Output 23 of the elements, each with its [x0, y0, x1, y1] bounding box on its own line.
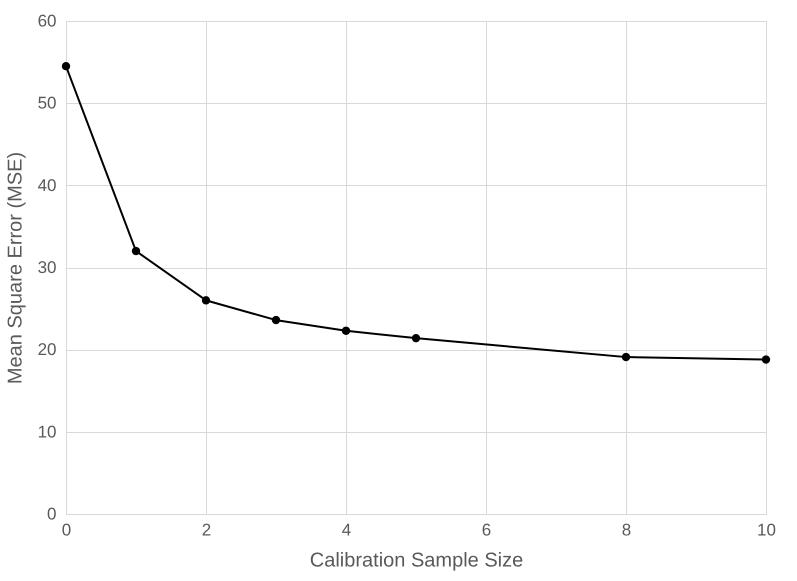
- x-tick-label: 8: [622, 520, 632, 540]
- x-tick-label: 4: [342, 520, 352, 540]
- y-tick-label: 20: [38, 340, 56, 360]
- y-tick-label: 10: [38, 422, 56, 442]
- point: [62, 62, 70, 70]
- x-axis-title: Calibration Sample Size: [310, 550, 524, 572]
- x-tick-label: 0: [62, 520, 72, 540]
- x-tick-label: 2: [202, 520, 212, 540]
- y-tick-label: 50: [38, 94, 56, 113]
- y-tick-label: 30: [38, 258, 56, 277]
- x-tick-label: 10: [757, 520, 776, 540]
- y-tick-label: 0: [47, 504, 56, 524]
- point: [412, 334, 420, 342]
- y-axis-title: Mean Square Error (MSE): [4, 152, 27, 384]
- y-tick-label: 60: [38, 12, 56, 30]
- point: [342, 326, 350, 335]
- x-tick-label: 6: [482, 520, 492, 540]
- point: [762, 355, 770, 364]
- point: [272, 316, 280, 324]
- point: [202, 296, 210, 305]
- point: [132, 246, 140, 256]
- y-tick-label: 40: [38, 176, 56, 195]
- point: [622, 352, 630, 362]
